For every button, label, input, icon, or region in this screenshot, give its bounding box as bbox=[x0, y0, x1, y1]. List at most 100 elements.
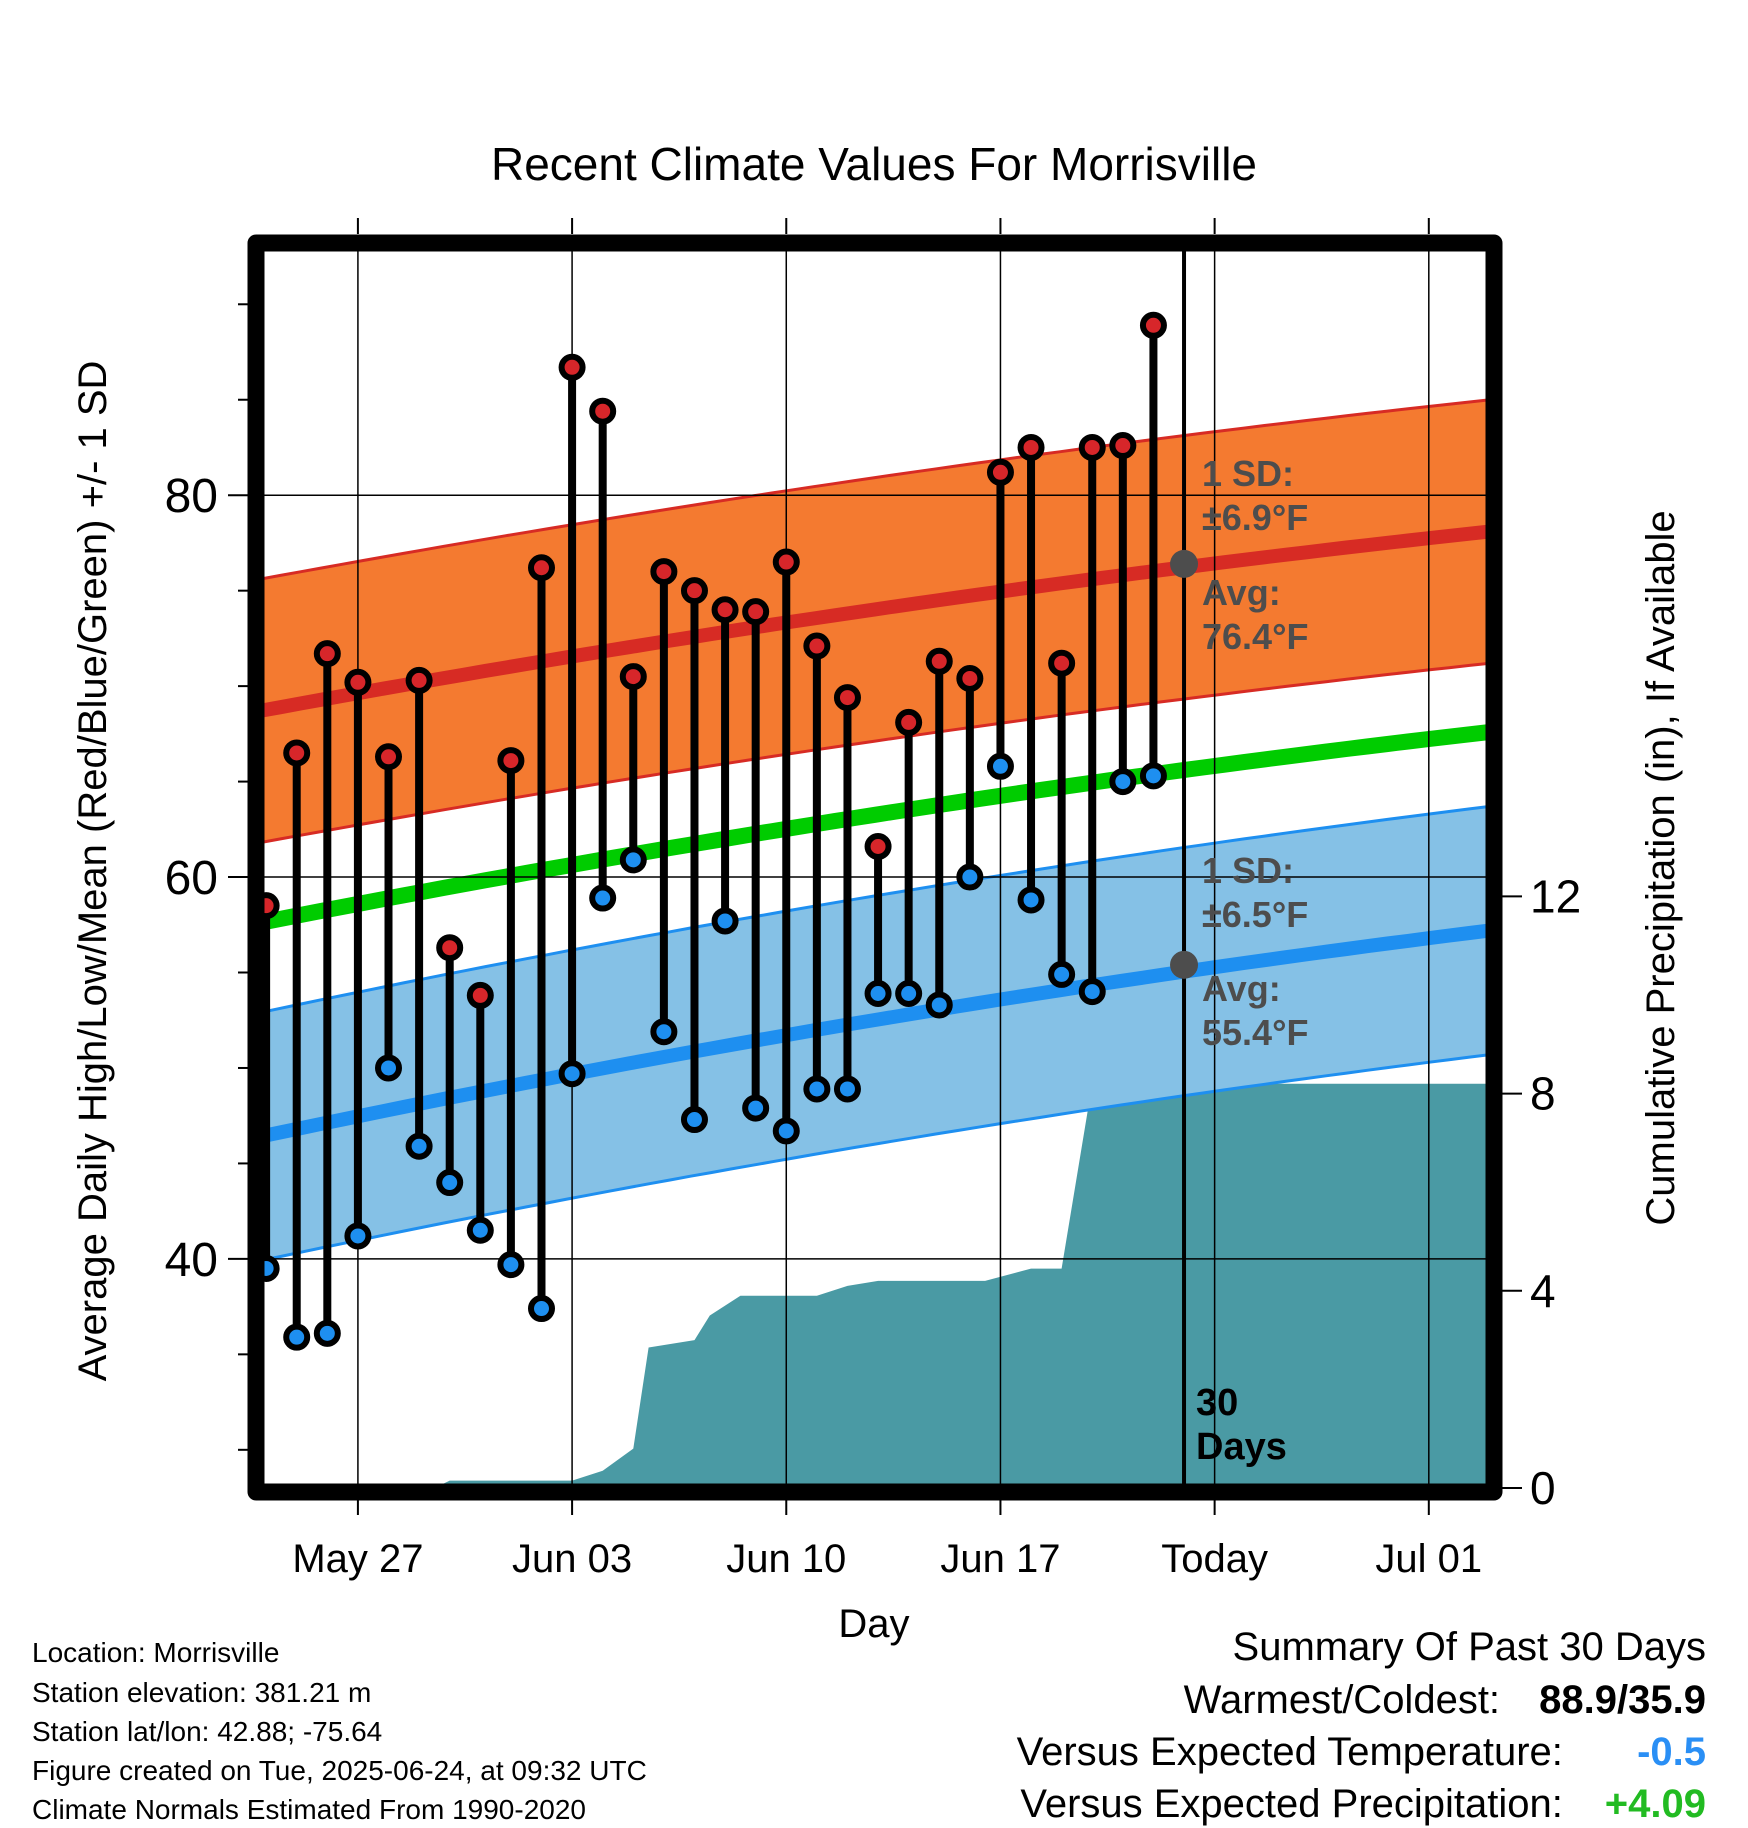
plot-content bbox=[260, 247, 1490, 1488]
low-point bbox=[405, 1132, 433, 1160]
high-sd-upper-line bbox=[260, 398, 1490, 581]
low-point bbox=[558, 1060, 586, 1088]
low-point bbox=[283, 1323, 311, 1351]
mean-avg-line bbox=[260, 723, 1490, 931]
today-days-label: Days bbox=[1196, 1426, 1287, 1468]
low-point bbox=[589, 884, 617, 912]
high-point bbox=[772, 548, 800, 576]
high-sd-value: ±6.9°F bbox=[1202, 497, 1308, 538]
high-point bbox=[497, 747, 525, 775]
high-point bbox=[1048, 649, 1076, 677]
low-avg-today-marker bbox=[1170, 950, 1199, 979]
high-point bbox=[833, 684, 861, 712]
high-point bbox=[895, 708, 923, 736]
y-axis-right-label: Cumulative Precipitation (in), If Availa… bbox=[1639, 510, 1683, 1225]
today-days-label: 30 bbox=[1196, 1382, 1238, 1424]
high-point bbox=[1017, 433, 1045, 461]
high-point bbox=[650, 558, 678, 586]
high-point bbox=[313, 640, 341, 668]
low-point bbox=[772, 1117, 800, 1145]
high-point bbox=[589, 397, 617, 425]
info-elevation: Station elevation: 381.21 m bbox=[32, 1677, 372, 1708]
summary-temp: Versus Expected Temperature: -0.5 bbox=[1017, 1730, 1706, 1775]
low-point bbox=[742, 1094, 770, 1122]
summary-precip-value: +4.09 bbox=[1604, 1782, 1706, 1826]
summary-precip: Versus Expected Precipitation: +4.09 bbox=[1020, 1782, 1706, 1827]
chart-title: Recent Climate Values For Morrisville bbox=[491, 138, 1257, 190]
low-point bbox=[619, 846, 647, 874]
low-point bbox=[1048, 960, 1076, 988]
x-tick-label: Jun 03 bbox=[512, 1537, 632, 1581]
low-sd-label: 1 SD: bbox=[1202, 850, 1294, 891]
high-avg-label: Avg: bbox=[1202, 572, 1281, 613]
high-point bbox=[711, 596, 739, 624]
low-point bbox=[436, 1169, 464, 1197]
info-location: Location: Morrisville bbox=[32, 1637, 280, 1668]
low-point bbox=[895, 980, 923, 1008]
low-point bbox=[344, 1222, 372, 1250]
info-created: Figure created on Tue, 2025-06-24, at 09… bbox=[32, 1755, 647, 1786]
y-axis-left-label: Average Daily High/Low/Mean (Red/Blue/Gr… bbox=[71, 361, 115, 1382]
high-point bbox=[527, 554, 555, 582]
summary-temp-value: -0.5 bbox=[1637, 1730, 1706, 1774]
x-tick-label: Jun 10 bbox=[726, 1537, 846, 1581]
high-point bbox=[680, 577, 708, 605]
summary-warm-cold: Warmest/Coldest: 88.9/35.9 bbox=[1184, 1678, 1706, 1723]
y-right-tick-label: 0 bbox=[1530, 1462, 1556, 1514]
low-avg-label: Avg: bbox=[1202, 968, 1281, 1009]
low-point bbox=[497, 1251, 525, 1279]
high-point bbox=[405, 666, 433, 694]
high-point bbox=[375, 743, 403, 771]
low-sd-value: ±6.5°F bbox=[1202, 894, 1308, 935]
high-sd-label: 1 SD: bbox=[1202, 453, 1294, 494]
high-point bbox=[344, 668, 372, 696]
summary-precip-label: Versus Expected Precipitation: bbox=[1020, 1782, 1563, 1826]
low-point bbox=[1078, 978, 1106, 1006]
summary-temp-label: Versus Expected Temperature: bbox=[1016, 1730, 1563, 1774]
high-sd-lower-line bbox=[260, 661, 1490, 845]
low-point bbox=[803, 1075, 831, 1103]
low-point bbox=[313, 1319, 341, 1347]
high-point bbox=[436, 934, 464, 962]
low-point bbox=[833, 1075, 861, 1103]
low-point bbox=[375, 1054, 403, 1082]
low-point bbox=[986, 752, 1014, 780]
high-avg-value: 76.4°F bbox=[1202, 616, 1308, 657]
low-point bbox=[1109, 768, 1137, 796]
high-point bbox=[1139, 311, 1167, 339]
summary-title: Summary Of Past 30 Days bbox=[1232, 1625, 1706, 1669]
low-point bbox=[680, 1106, 708, 1134]
info-latlon: Station lat/lon: 42.88; -75.64 bbox=[32, 1716, 383, 1747]
plot-frame bbox=[247, 234, 1503, 1501]
x-tick-label: Today bbox=[1161, 1537, 1268, 1581]
x-tick-label: Jun 17 bbox=[940, 1537, 1060, 1581]
y-right-tick-label: 12 bbox=[1530, 870, 1581, 922]
low-avg-line bbox=[260, 923, 1490, 1144]
high-point bbox=[558, 353, 586, 381]
high-point bbox=[466, 981, 494, 1009]
x-tick-label: Jul 01 bbox=[1375, 1537, 1482, 1581]
high-point bbox=[864, 832, 892, 860]
low-point bbox=[1017, 886, 1045, 914]
summary-warm-cold-label: Warmest/Coldest: bbox=[1183, 1678, 1501, 1722]
high-avg-today-marker bbox=[1170, 549, 1199, 578]
low-avg-value: 55.4°F bbox=[1202, 1012, 1308, 1053]
info-normals: Climate Normals Estimated From 1990-2020 bbox=[32, 1794, 586, 1825]
x-axis-label: Day bbox=[838, 1602, 909, 1646]
high-point bbox=[619, 663, 647, 691]
high-point bbox=[1078, 433, 1106, 461]
low-point bbox=[466, 1216, 494, 1244]
high-point bbox=[803, 632, 831, 660]
high-point bbox=[283, 739, 311, 767]
low-point bbox=[711, 907, 739, 935]
y-left-tick-label: 80 bbox=[165, 470, 218, 523]
low-point bbox=[1139, 762, 1167, 790]
y-left-tick-label: 40 bbox=[165, 1234, 218, 1287]
low-point bbox=[527, 1295, 555, 1323]
low-point bbox=[864, 980, 892, 1008]
x-tick-label: May 27 bbox=[292, 1537, 423, 1581]
low-point bbox=[956, 863, 984, 891]
high-point bbox=[925, 647, 953, 675]
